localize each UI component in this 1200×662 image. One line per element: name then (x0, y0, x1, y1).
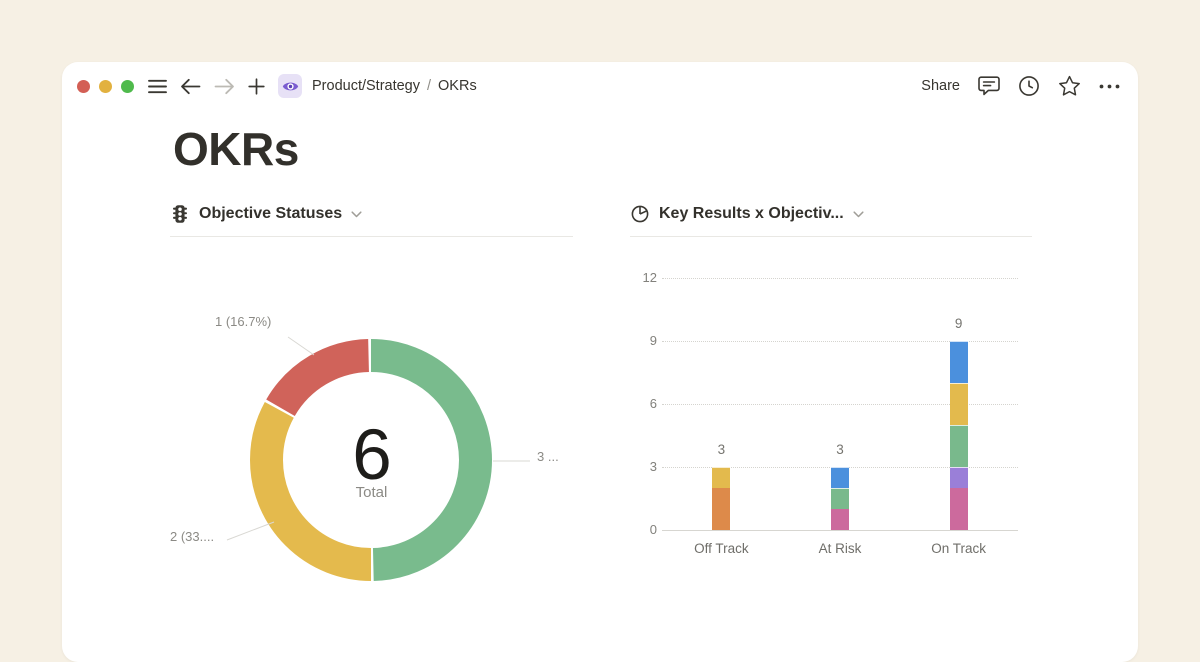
gridline (662, 341, 1018, 342)
app-window: Product/Strategy / OKRs Share OKRs (62, 62, 1138, 662)
donut-label-off-track: 1 (16.7%) (215, 314, 272, 329)
sidebar-menu-icon[interactable] (148, 79, 167, 94)
bar-plot: 0 3 6 9 12 3 Off Track 3 At Risk 9 On Track (643, 270, 1018, 556)
chevron-down-icon[interactable] (351, 210, 362, 218)
share-button[interactable]: Share (921, 78, 960, 94)
minimize-window-button[interactable] (99, 79, 112, 93)
chart-title[interactable]: Key Results x Objectiv... (659, 205, 844, 222)
bar-total-label: 3 (836, 442, 844, 457)
bar-segment[interactable] (831, 509, 849, 530)
x-axis-line (662, 530, 1018, 531)
bar-segment[interactable] (949, 467, 968, 488)
bar-segment[interactable] (712, 488, 731, 530)
donut-ring (228, 317, 513, 602)
donut-chart: 1 (16.7%) 2 (33.... 3 ... 6 Total (170, 237, 573, 637)
back-arrow-icon[interactable] (180, 78, 201, 95)
page-eye-icon[interactable] (278, 74, 302, 98)
donut-label-at-risk: 2 (33.... (170, 529, 215, 544)
bar-chart: 0 3 6 9 12 3 Off Track 3 At Risk 9 On Track (630, 237, 1032, 637)
donut-segment-at-risk[interactable] (250, 339, 492, 581)
zoom-window-button[interactable] (121, 79, 134, 93)
bar-segment[interactable] (712, 467, 731, 488)
traffic-lights (77, 79, 134, 93)
traffic-light-icon (170, 204, 190, 224)
y-tick-label: 9 (649, 333, 657, 348)
bar-segment[interactable] (949, 488, 968, 530)
x-category-label: Off Track (694, 541, 749, 556)
comments-icon[interactable] (978, 76, 1000, 96)
objective-statuses-chart-panel: Objective Statuses 1 (16.7%) 2 (33.... 3… (170, 204, 573, 637)
bar-segment[interactable] (831, 488, 849, 509)
breadcrumb-separator: / (427, 78, 432, 94)
updates-clock-icon[interactable] (1018, 75, 1040, 97)
donut-segment-off-track[interactable] (228, 317, 513, 602)
bar-total-label: 9 (954, 316, 963, 331)
chart-header[interactable]: Objective Statuses (170, 204, 573, 237)
breadcrumb-parent[interactable]: Product/Strategy (312, 78, 420, 94)
donut-label-on-track: 3 ... (537, 449, 559, 464)
bar-off-track[interactable] (712, 278, 731, 530)
bar-segment[interactable] (831, 467, 849, 488)
chart-title[interactable]: Objective Statuses (199, 205, 343, 222)
close-window-button[interactable] (77, 79, 90, 93)
breadcrumb-current[interactable]: OKRs (438, 78, 477, 94)
chart-header[interactable]: Key Results x Objectiv... (630, 204, 1032, 237)
donut-total-value: 6 (352, 416, 392, 495)
bar-segment[interactable] (949, 341, 968, 383)
more-options-icon[interactable] (1099, 84, 1120, 89)
favorite-star-icon[interactable] (1058, 75, 1081, 97)
gridline (662, 404, 1018, 405)
bar-on-track[interactable] (949, 278, 968, 530)
pie-chart-icon (630, 204, 650, 224)
gridline (662, 278, 1018, 279)
y-tick-label: 6 (649, 396, 657, 411)
donut-svg (226, 317, 530, 602)
new-page-plus-icon[interactable] (248, 77, 265, 95)
top-bar: Product/Strategy / OKRs Share (62, 62, 1138, 110)
x-category-label: At Risk (818, 541, 862, 556)
page-title: OKRs (173, 123, 299, 175)
donut-total-label: Total (355, 484, 388, 501)
breadcrumb: Product/Strategy / OKRs (312, 78, 477, 94)
y-tick-label: 3 (649, 459, 657, 474)
chevron-down-icon[interactable] (853, 210, 864, 218)
donut-segment-on-track[interactable] (250, 339, 492, 581)
bar-total-label: 3 (717, 442, 726, 457)
forward-arrow-icon[interactable] (214, 78, 235, 95)
key-results-chart-panel: Key Results x Objectiv... 0 3 6 9 12 3 Off Tra… (630, 204, 1032, 637)
y-tick-label: 0 (649, 522, 657, 537)
bar-at-risk[interactable] (831, 278, 849, 530)
bar-segment[interactable] (949, 383, 968, 425)
x-category-label: On Track (931, 541, 987, 556)
bar-segment[interactable] (949, 425, 968, 467)
y-tick-label: 12 (642, 270, 657, 285)
